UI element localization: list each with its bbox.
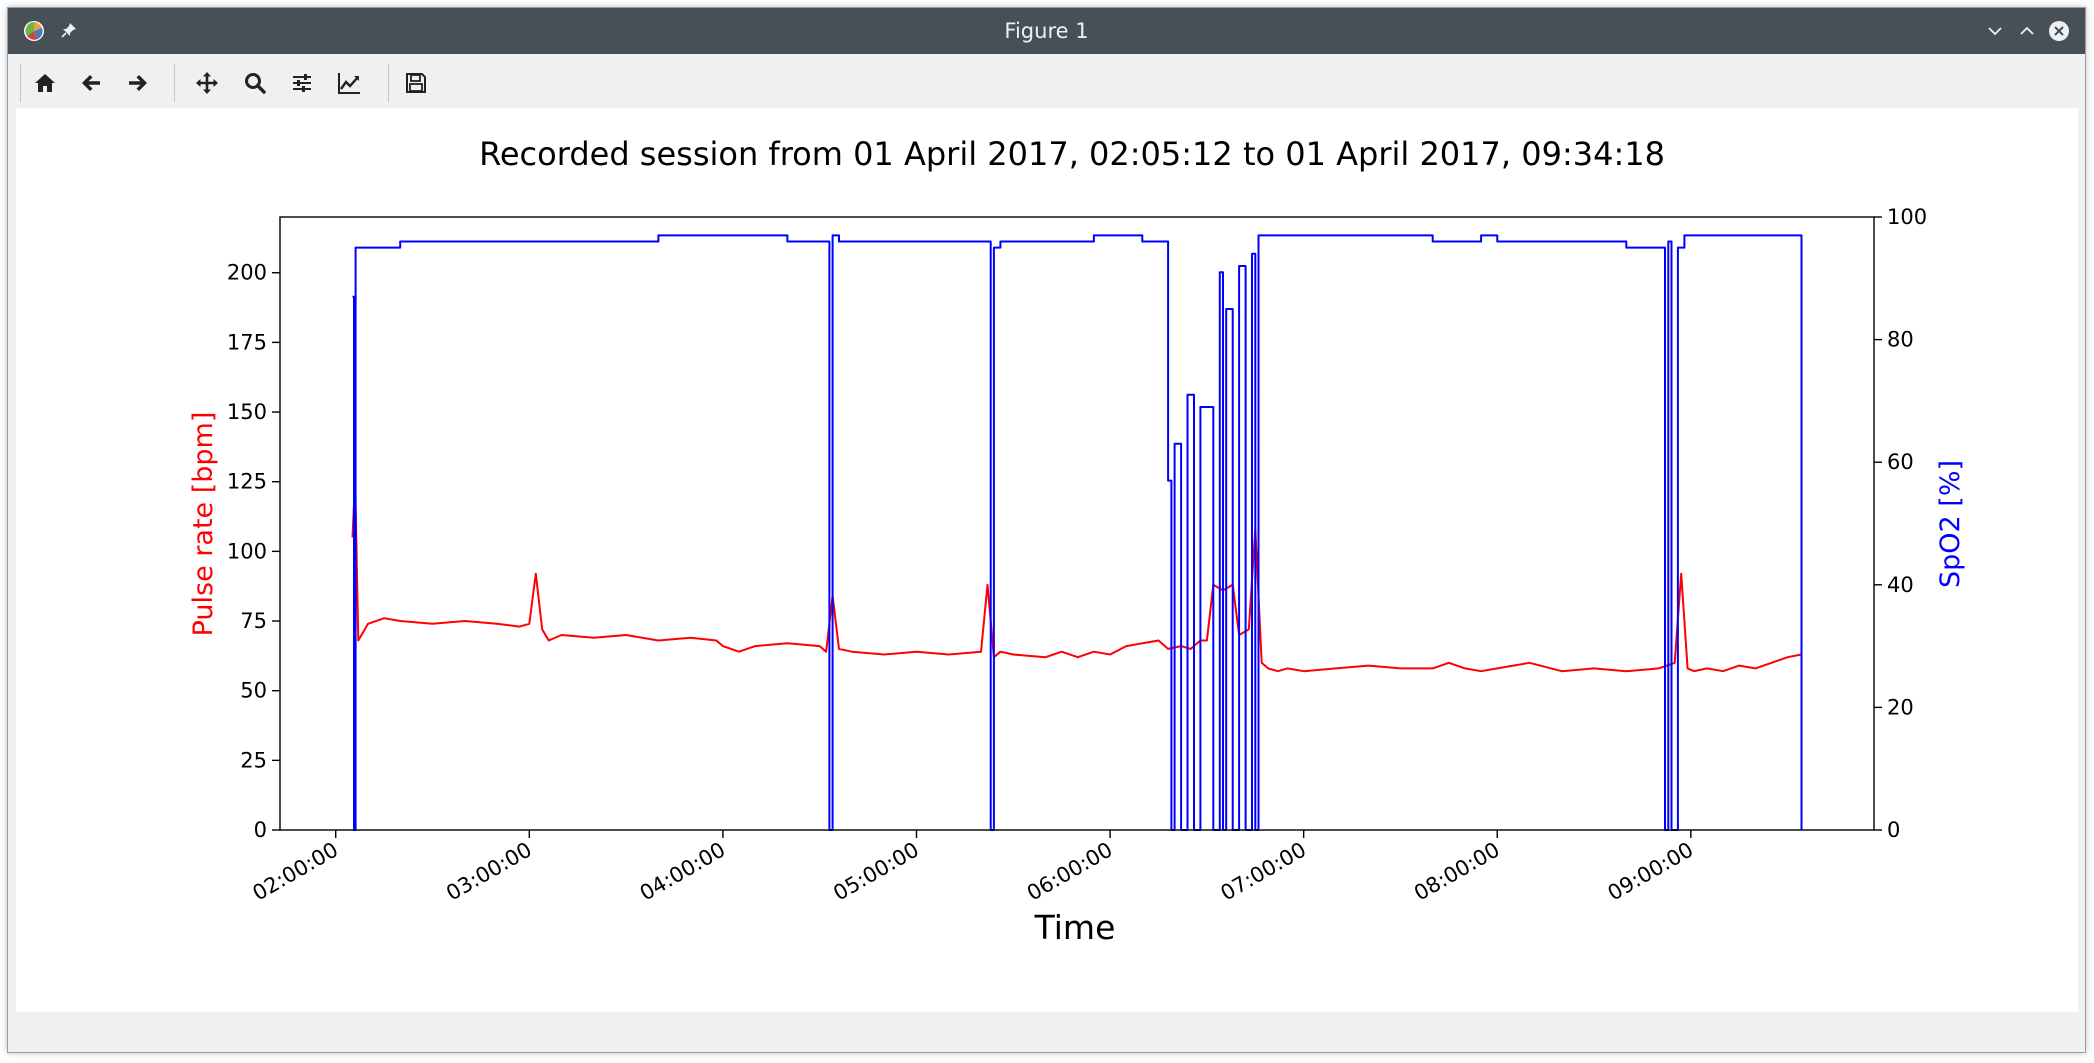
y-tick-label-right: 0 — [1887, 818, 1900, 842]
edit-axes-button[interactable] — [330, 64, 368, 102]
x-tick-label: 05:00:00 — [829, 838, 923, 906]
title-bar: Figure 1 — [8, 8, 2085, 54]
x-tick-label: 06:00:00 — [1023, 838, 1117, 906]
chart-title: Recorded session from 01 April 2017, 02:… — [479, 135, 1665, 173]
y-tick-label-left: 0 — [254, 818, 267, 842]
y-axis-label-left: Pulse rate [bpm] — [188, 412, 219, 637]
y-tick-label-right: 40 — [1887, 573, 1914, 597]
y-tick-label-left: 200 — [227, 261, 267, 285]
y-tick-label-right: 80 — [1887, 328, 1914, 352]
navigation-toolbar — [8, 54, 2085, 108]
spo2-line — [352, 234, 1803, 831]
pan-button[interactable] — [188, 64, 226, 102]
save-icon — [406, 73, 426, 93]
minimize-icon[interactable] — [1984, 20, 2006, 42]
figure-canvas[interactable]: Recorded session from 01 April 2017, 02:… — [16, 108, 2078, 1012]
save-button[interactable] — [397, 64, 435, 102]
window-title: Figure 1 — [1004, 19, 1089, 43]
x-tick-label: 07:00:00 — [1216, 838, 1310, 906]
arrow-right-icon — [129, 75, 147, 91]
y-tick-label-left: 50 — [240, 679, 267, 703]
pulse-series — [351, 477, 1802, 673]
y-tick-label-right: 100 — [1887, 205, 1927, 229]
home-icon — [35, 74, 55, 92]
y-tick-label-left: 75 — [240, 609, 267, 633]
zoom-button[interactable] — [236, 64, 274, 102]
maximize-icon[interactable] — [2016, 20, 2038, 42]
move-icon — [196, 72, 218, 94]
x-tick-label: 03:00:00 — [442, 838, 536, 906]
y-axis-label-right: SpO2 [%] — [1935, 460, 1966, 588]
toolbar-separator — [20, 64, 21, 102]
search-icon — [245, 73, 266, 94]
toolbar-separator — [388, 64, 389, 102]
plot-frame — [279, 216, 1875, 831]
y-tick-label-left: 150 — [227, 400, 267, 424]
x-tick-label: 04:00:00 — [636, 838, 730, 906]
chart: Recorded session from 01 April 2017, 02:… — [188, 135, 1966, 947]
y-tick-label-right: 60 — [1887, 450, 1914, 474]
y-tick-label-left: 125 — [227, 470, 267, 494]
configure-subplots-button[interactable] — [283, 64, 321, 102]
x-tick-label: 08:00:00 — [1410, 838, 1504, 906]
y-tick-label-left: 25 — [240, 748, 267, 772]
pulse-rate-line — [351, 477, 1802, 673]
sliders-icon — [293, 74, 311, 92]
status-bar — [8, 1012, 2085, 1052]
home-button[interactable] — [26, 64, 64, 102]
x-tick-label: 09:00:00 — [1604, 838, 1698, 906]
back-button[interactable] — [72, 64, 110, 102]
close-icon[interactable] — [2048, 20, 2070, 42]
line-chart-icon — [338, 73, 360, 94]
arrow-left-icon — [82, 75, 100, 91]
toolbar-separator — [174, 64, 175, 102]
y-tick-label-left: 175 — [227, 330, 267, 354]
x-axis-label: Time — [1034, 908, 1116, 947]
spo2-series — [352, 234, 1803, 831]
forward-button[interactable] — [119, 64, 157, 102]
y-axis-left: 0 25 50 75 100 125 150 175 200 — [227, 261, 280, 842]
y-tick-label-left: 100 — [227, 539, 267, 563]
y-tick-label-right: 20 — [1887, 695, 1914, 719]
pin-icon[interactable] — [60, 21, 78, 39]
x-tick-label: 02:00:00 — [249, 838, 343, 906]
figure-window: Figure 1 — [7, 7, 2086, 1053]
app-icon — [24, 21, 44, 41]
y-axis-right: 0 20 40 60 80 100 — [1874, 205, 1927, 842]
x-axis: 02:00:00 03:00:00 04:00:00 05:00:00 06:00:00… — [249, 830, 1698, 906]
